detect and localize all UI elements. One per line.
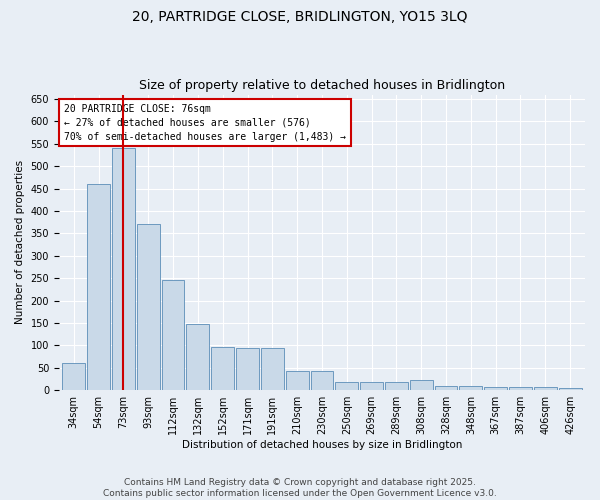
- Bar: [484, 387, 507, 390]
- Bar: [62, 364, 85, 390]
- Bar: [434, 386, 457, 390]
- Y-axis label: Number of detached properties: Number of detached properties: [15, 160, 25, 324]
- Bar: [161, 280, 184, 390]
- Text: Contains HM Land Registry data © Crown copyright and database right 2025.
Contai: Contains HM Land Registry data © Crown c…: [103, 478, 497, 498]
- Bar: [286, 372, 308, 390]
- Bar: [211, 347, 234, 390]
- Text: 20 PARTRIDGE CLOSE: 76sqm
← 27% of detached houses are smaller (576)
70% of semi: 20 PARTRIDGE CLOSE: 76sqm ← 27% of detac…: [64, 104, 346, 142]
- Bar: [112, 148, 135, 390]
- Bar: [137, 224, 160, 390]
- Bar: [87, 184, 110, 390]
- Bar: [410, 380, 433, 390]
- X-axis label: Distribution of detached houses by size in Bridlington: Distribution of detached houses by size …: [182, 440, 462, 450]
- Title: Size of property relative to detached houses in Bridlington: Size of property relative to detached ho…: [139, 79, 505, 92]
- Bar: [187, 324, 209, 390]
- Bar: [236, 348, 259, 390]
- Bar: [261, 348, 284, 390]
- Bar: [360, 382, 383, 390]
- Text: 20, PARTRIDGE CLOSE, BRIDLINGTON, YO15 3LQ: 20, PARTRIDGE CLOSE, BRIDLINGTON, YO15 3…: [132, 10, 468, 24]
- Bar: [460, 386, 482, 390]
- Bar: [509, 387, 532, 390]
- Bar: [311, 372, 334, 390]
- Bar: [335, 382, 358, 390]
- Bar: [559, 388, 581, 390]
- Bar: [385, 382, 408, 390]
- Bar: [534, 387, 557, 390]
